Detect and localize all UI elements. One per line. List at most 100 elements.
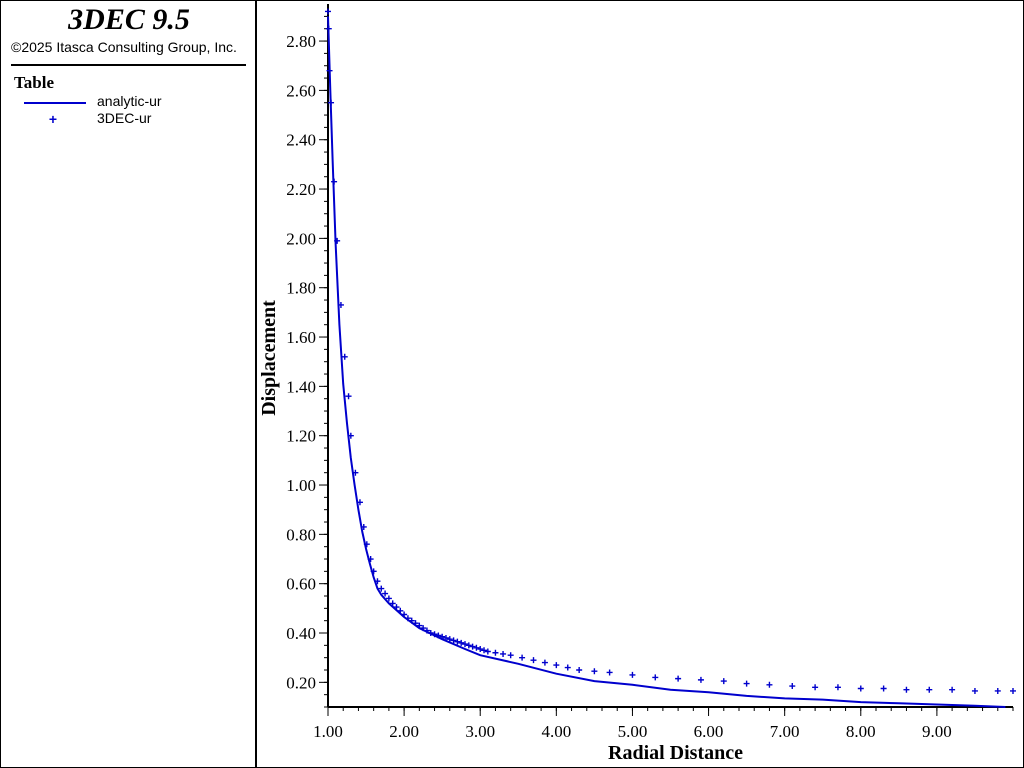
data-point-3dec-ur bbox=[389, 600, 396, 607]
data-point-3dec-ur bbox=[367, 556, 374, 563]
data-point-3dec-ur bbox=[743, 680, 750, 687]
data-point-3dec-ur bbox=[462, 641, 468, 648]
data-point-3dec-ur bbox=[477, 646, 484, 653]
x-axis-label: Radial Distance bbox=[608, 742, 743, 764]
data-point-3dec-ur bbox=[423, 627, 430, 634]
data-point-3dec-ur bbox=[341, 353, 348, 360]
app-title: 3DEC 9.5 bbox=[68, 3, 190, 36]
x-tick-label: 2.00 bbox=[389, 722, 419, 741]
data-point-3dec-ur bbox=[606, 669, 613, 676]
data-point-3dec-ur bbox=[789, 683, 796, 690]
data-point-3dec-ur bbox=[404, 615, 411, 622]
data-point-3dec-ur bbox=[337, 301, 344, 308]
y-tick-label: 1.00 bbox=[286, 476, 316, 495]
x-tick-label: 6.00 bbox=[694, 722, 724, 741]
y-tick-label: 0.60 bbox=[286, 575, 316, 594]
data-point-3dec-ur bbox=[530, 657, 537, 664]
x-tick-label: 1.00 bbox=[313, 722, 343, 741]
data-point-3dec-ur bbox=[360, 523, 367, 530]
data-point-3dec-ur bbox=[857, 685, 864, 692]
data-point-3dec-ur bbox=[378, 585, 385, 592]
line-swatch-icon bbox=[24, 102, 86, 104]
data-point-3dec-ur bbox=[766, 681, 773, 688]
data-point-3dec-ur bbox=[331, 178, 338, 185]
legend-panel: 3DEC 9.5 ©2025 Itasca Consulting Group, … bbox=[1, 1, 257, 767]
data-point-3dec-ur bbox=[926, 686, 933, 693]
data-point-3dec-ur bbox=[576, 667, 583, 674]
y-tick-label: 2.20 bbox=[286, 180, 316, 199]
data-point-3dec-ur bbox=[382, 590, 389, 597]
data-point-3dec-ur bbox=[697, 676, 704, 683]
data-point-3dec-ur bbox=[325, 8, 331, 15]
data-point-3dec-ur bbox=[880, 685, 887, 692]
data-point-3dec-ur bbox=[442, 634, 449, 641]
y-tick-label: 1.80 bbox=[286, 279, 316, 298]
y-tick-label: 0.40 bbox=[286, 624, 316, 643]
data-point-3dec-ur bbox=[412, 620, 419, 627]
y-tick-label: 1.40 bbox=[286, 377, 316, 396]
data-point-3dec-ur bbox=[431, 631, 438, 638]
data-point-3dec-ur bbox=[994, 687, 1001, 694]
data-point-3dec-ur bbox=[374, 578, 381, 585]
legend-label-analytic: analytic-ur bbox=[97, 93, 162, 109]
x-tick-label: 5.00 bbox=[618, 722, 648, 741]
data-point-3dec-ur bbox=[500, 650, 507, 657]
data-point-3dec-ur bbox=[420, 625, 427, 632]
data-point-3dec-ur bbox=[720, 678, 727, 685]
data-point-3dec-ur bbox=[834, 684, 841, 691]
data-point-3dec-ur bbox=[328, 99, 335, 106]
data-point-3dec-ur bbox=[519, 654, 526, 661]
copyright-text: ©2025 Itasca Consulting Group, Inc. bbox=[11, 39, 237, 55]
data-point-3dec-ur bbox=[481, 647, 488, 654]
data-point-3dec-ur bbox=[439, 633, 446, 640]
data-point-3dec-ur bbox=[652, 674, 659, 681]
data-point-3dec-ur bbox=[393, 604, 400, 611]
data-point-3dec-ur bbox=[812, 684, 819, 691]
data-point-3dec-ur bbox=[385, 595, 392, 602]
data-point-3dec-ur bbox=[507, 652, 514, 659]
divider bbox=[11, 64, 246, 66]
data-point-3dec-ur bbox=[454, 638, 461, 645]
y-tick-label: 1.60 bbox=[286, 328, 316, 347]
data-point-3dec-ur bbox=[450, 637, 457, 644]
data-point-3dec-ur bbox=[469, 643, 476, 650]
data-point-3dec-ur bbox=[347, 432, 354, 439]
x-tick-label: 4.00 bbox=[541, 722, 571, 741]
data-point-3dec-ur bbox=[408, 617, 415, 624]
data-point-3dec-ur bbox=[446, 636, 453, 643]
data-point-3dec-ur bbox=[427, 630, 434, 637]
data-point-3dec-ur bbox=[363, 541, 370, 548]
data-point-3dec-ur bbox=[564, 664, 571, 671]
series-line-analytic-ur bbox=[327, 16, 1006, 708]
data-point-3dec-ur bbox=[416, 622, 423, 629]
data-point-3dec-ur bbox=[541, 659, 548, 666]
y-tick-label: 1.20 bbox=[286, 427, 316, 446]
x-tick-label: 7.00 bbox=[770, 722, 800, 741]
data-point-3dec-ur bbox=[949, 686, 956, 693]
x-tick-label: 3.00 bbox=[465, 722, 495, 741]
data-point-3dec-ur bbox=[971, 687, 978, 694]
y-tick-label: 2.80 bbox=[286, 32, 316, 51]
data-point-3dec-ur bbox=[458, 639, 465, 646]
data-point-3dec-ur bbox=[473, 644, 480, 651]
data-point-3dec-ur bbox=[325, 25, 332, 32]
data-point-3dec-ur bbox=[553, 662, 560, 669]
y-axis-label: Displacement bbox=[258, 300, 280, 416]
data-point-3dec-ur bbox=[370, 568, 377, 575]
data-point-3dec-ur bbox=[591, 668, 598, 675]
data-point-3dec-ur bbox=[356, 499, 363, 506]
y-tick-label: 2.00 bbox=[286, 229, 316, 248]
data-point-3dec-ur bbox=[401, 611, 408, 618]
data-point-3dec-ur bbox=[492, 649, 499, 656]
data-point-3dec-ur bbox=[435, 632, 442, 639]
data-point-3dec-ur bbox=[484, 648, 491, 655]
data-point-3dec-ur bbox=[334, 237, 341, 244]
y-tick-label: 0.20 bbox=[286, 673, 316, 692]
data-point-3dec-ur bbox=[345, 393, 352, 400]
x-tick-label: 9.00 bbox=[922, 722, 952, 741]
y-tick-label: 0.80 bbox=[286, 525, 316, 544]
data-point-3dec-ur bbox=[352, 469, 359, 476]
data-point-3dec-ur bbox=[326, 67, 333, 74]
